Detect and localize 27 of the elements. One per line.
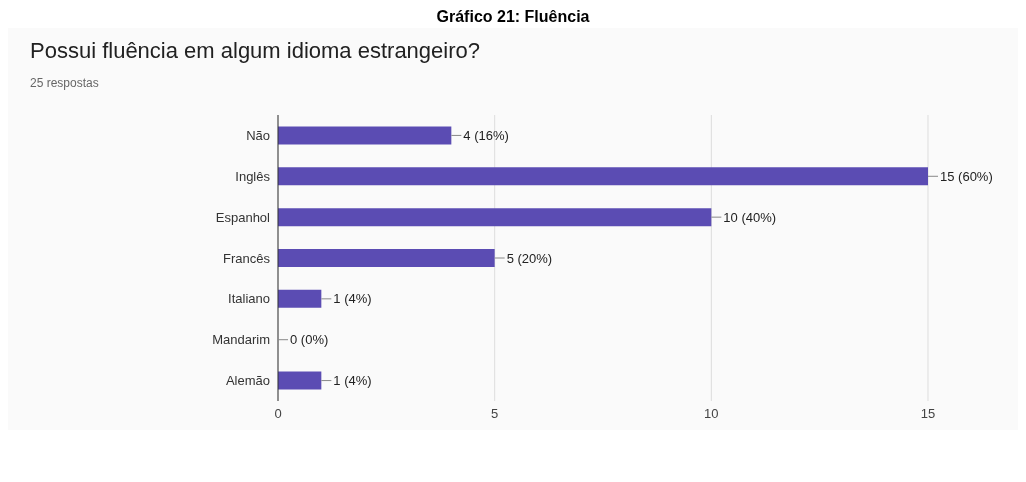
y-tick-label: Italiano bbox=[228, 291, 270, 307]
chart-title: Possui fluência em algum idioma estrangeiro? bbox=[29, 38, 481, 64]
y-tick-label: Não bbox=[246, 127, 270, 143]
y-tick-label: Alemão bbox=[225, 373, 270, 389]
data-label: 15 (60%) bbox=[940, 168, 993, 184]
bar bbox=[278, 208, 712, 227]
data-label: 1 (4%) bbox=[333, 291, 372, 307]
x-tick-label: 10 bbox=[704, 406, 719, 422]
data-label: 5 (20%) bbox=[506, 250, 553, 266]
data-label: 4 (16%) bbox=[463, 127, 509, 143]
x-tick-label: 5 bbox=[491, 406, 499, 422]
text: Gráfico 21: Fluência bbox=[435, 8, 591, 27]
data-label: 10 (40%) bbox=[723, 209, 777, 225]
y-tick-label: Espanhol bbox=[215, 209, 271, 225]
data-label: 0 (0%) bbox=[290, 332, 329, 348]
bar bbox=[278, 289, 322, 308]
bar bbox=[278, 249, 495, 268]
x-tick-label: 0 bbox=[274, 406, 282, 422]
bar bbox=[278, 371, 322, 390]
data-label: 1 (4%) bbox=[333, 373, 372, 389]
bar bbox=[278, 126, 452, 145]
bar bbox=[278, 167, 928, 186]
y-tick-label: Mandarim bbox=[212, 332, 270, 348]
y-tick-label: Inglês bbox=[235, 168, 271, 184]
x-tick-label: 15 bbox=[920, 406, 936, 422]
y-tick-label: Francês bbox=[223, 250, 271, 266]
text: 25 respostas bbox=[29, 76, 100, 90]
